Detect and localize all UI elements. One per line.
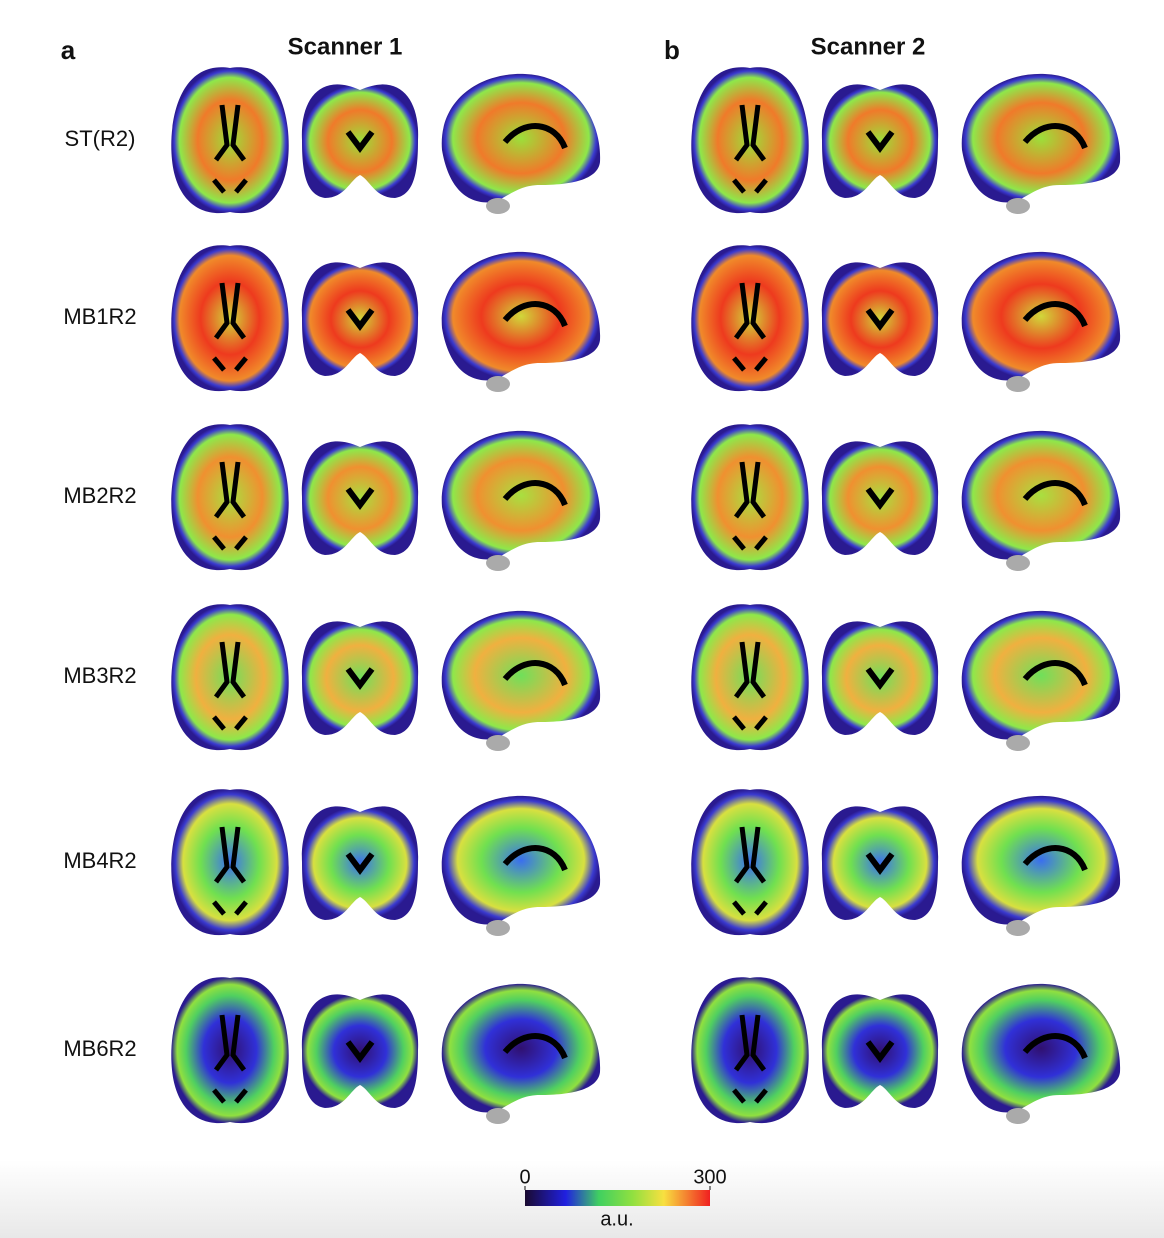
cerebellum-rim	[1006, 920, 1030, 936]
sagittal-slice	[961, 795, 1121, 925]
ventricle	[865, 130, 895, 153]
cerebellum-rim	[1006, 555, 1030, 571]
coronal-slice	[821, 621, 939, 735]
axial-slice	[691, 424, 809, 571]
ventricle	[345, 852, 375, 875]
row-label: MB1R2	[63, 304, 136, 329]
sagittal-slice	[961, 73, 1121, 203]
axial-slice	[691, 245, 809, 392]
panel-title: Scanner 2	[811, 33, 926, 60]
coronal-slice	[301, 262, 419, 376]
sagittal-slice	[441, 795, 601, 925]
cerebellum-rim	[1006, 198, 1030, 214]
coronal-slice	[301, 441, 419, 555]
ventricle	[345, 667, 375, 690]
sagittal-slice	[961, 430, 1121, 560]
coronal-slice	[821, 806, 939, 920]
corpus-callosum	[1022, 1033, 1088, 1060]
axial-slice	[171, 789, 289, 936]
axial-slice	[171, 977, 289, 1124]
cerebellum-rim	[1006, 376, 1030, 392]
row-label: MB4R2	[63, 848, 136, 873]
ventricle	[345, 130, 375, 153]
colorbar-tick-label: 300	[693, 1166, 726, 1188]
axial-slice	[691, 789, 809, 936]
axial-slice	[691, 67, 809, 214]
corpus-callosum	[502, 301, 568, 328]
panel-letter: a	[61, 35, 76, 65]
corpus-callosum	[1022, 845, 1088, 872]
ventricle	[865, 852, 895, 875]
axial-slice	[691, 977, 809, 1124]
ventricle	[345, 308, 375, 331]
coronal-slice	[821, 262, 939, 376]
corpus-callosum	[1022, 480, 1088, 507]
ventricle	[212, 641, 248, 731]
corpus-callosum	[1022, 301, 1088, 328]
cerebellum-rim	[486, 376, 510, 392]
ventricle	[212, 1014, 248, 1104]
ventricle	[345, 487, 375, 510]
sagittal-slice	[441, 73, 601, 203]
ventricle	[732, 641, 768, 731]
corpus-callosum	[502, 845, 568, 872]
colorbar	[525, 1190, 710, 1206]
ventricle	[732, 282, 768, 372]
sagittal-slice	[441, 251, 601, 381]
cerebellum-rim	[486, 735, 510, 751]
corpus-callosum	[1022, 660, 1088, 687]
ventricle	[345, 1040, 375, 1063]
ventricle	[212, 104, 248, 194]
cerebellum-rim	[1006, 735, 1030, 751]
cerebellum-rim	[486, 555, 510, 571]
sagittal-slice	[441, 610, 601, 740]
ventricle	[865, 308, 895, 331]
axial-slice	[171, 67, 289, 214]
axial-slice	[171, 424, 289, 571]
coronal-slice	[301, 621, 419, 735]
axial-slice	[171, 604, 289, 751]
row-label: MB6R2	[63, 1036, 136, 1061]
colorbar-tick-label: 0	[519, 1166, 530, 1188]
ventricle	[212, 282, 248, 372]
cerebellum-rim	[486, 198, 510, 214]
corpus-callosum	[502, 123, 568, 150]
corpus-callosum	[502, 1033, 568, 1060]
coronal-slice	[301, 84, 419, 198]
ventricle	[212, 826, 248, 916]
axial-slice	[171, 245, 289, 392]
ventricle	[732, 104, 768, 194]
ventricle	[212, 461, 248, 551]
row-label: ST(R2)	[65, 126, 136, 151]
cerebellum-rim	[1006, 1108, 1030, 1124]
cerebellum-rim	[486, 920, 510, 936]
ventricle	[865, 1040, 895, 1063]
coronal-slice	[301, 994, 419, 1108]
corpus-callosum	[502, 480, 568, 507]
row-label: MB3R2	[63, 663, 136, 688]
coronal-slice	[821, 441, 939, 555]
sagittal-slice	[961, 983, 1121, 1113]
sagittal-slice	[441, 983, 601, 1113]
ventricle	[865, 487, 895, 510]
coronal-slice	[301, 806, 419, 920]
ventricle	[732, 461, 768, 551]
corpus-callosum	[502, 660, 568, 687]
cerebellum-rim	[486, 1108, 510, 1124]
sagittal-slice	[961, 251, 1121, 381]
panel-letter: b	[664, 35, 680, 65]
sagittal-slice	[961, 610, 1121, 740]
sagittal-slice	[441, 430, 601, 560]
axial-slice	[691, 604, 809, 751]
ventricle	[732, 826, 768, 916]
colorbar-label: a.u.	[600, 1208, 633, 1230]
ventricle	[732, 1014, 768, 1104]
ventricle	[865, 667, 895, 690]
panel-title: Scanner 1	[288, 33, 403, 60]
row-label: MB2R2	[63, 483, 136, 508]
corpus-callosum	[1022, 123, 1088, 150]
coronal-slice	[821, 84, 939, 198]
coronal-slice	[821, 994, 939, 1108]
